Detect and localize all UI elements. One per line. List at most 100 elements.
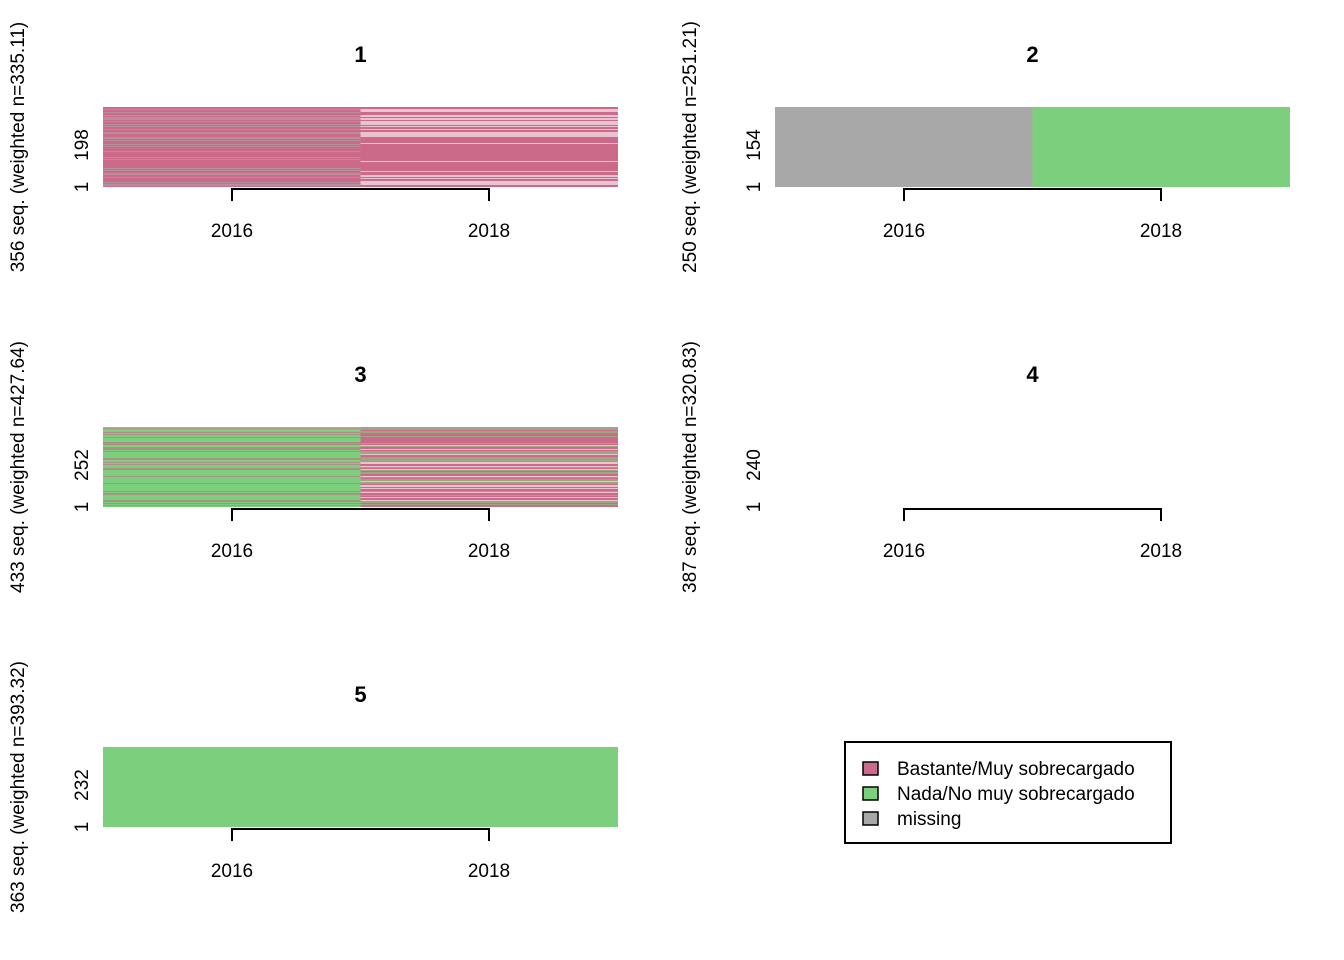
legend-key bbox=[862, 761, 879, 776]
panel-1-stripe bbox=[360, 123, 618, 124]
panel-3-stripe bbox=[360, 482, 618, 483]
panel-3-stripe bbox=[360, 458, 618, 459]
panel-3-cell-0 bbox=[103, 427, 361, 507]
panel-3-stripe bbox=[360, 491, 618, 492]
panel-3-stripe bbox=[360, 449, 618, 450]
panel-1-stripe bbox=[103, 151, 361, 152]
panel-3-stripe bbox=[360, 457, 618, 458]
panel-3-stripe bbox=[360, 480, 618, 481]
panel-1-stripe bbox=[360, 119, 618, 120]
panel-1-stripe bbox=[360, 118, 618, 119]
panel-3-stripe bbox=[360, 473, 618, 474]
panel-1-stripe bbox=[360, 132, 618, 133]
panel-1-stripe bbox=[103, 118, 361, 119]
panel-3-stripe bbox=[103, 428, 361, 429]
panel-3-stripe bbox=[360, 460, 618, 461]
panel-3-y-tick-label: 252 bbox=[72, 449, 93, 481]
panel-3-stripe bbox=[103, 505, 361, 506]
panel-3-stripe bbox=[103, 458, 361, 459]
panel-5-y-axis-label: 363 seq. (weighted n=393.32) bbox=[8, 661, 29, 913]
panel-1-stripe bbox=[360, 175, 618, 176]
panel-3-stripe bbox=[103, 501, 361, 502]
panel-1-stripe bbox=[103, 140, 361, 141]
panel-3-stripe bbox=[360, 427, 618, 428]
panel-1-stripe bbox=[103, 173, 361, 174]
panel-2-x-axis bbox=[903, 188, 1162, 201]
panel-2-cell-0 bbox=[775, 107, 1033, 187]
panel-3-x-axis bbox=[231, 508, 490, 521]
panel-1-stripe bbox=[103, 132, 361, 133]
panel-2-x-tick-label: 2016 bbox=[883, 221, 925, 242]
panel-1-stripe bbox=[103, 121, 361, 122]
panel-3-stripe bbox=[103, 434, 361, 435]
panel-1-stripe bbox=[360, 133, 618, 134]
panel-3-stripe bbox=[360, 472, 618, 473]
panel-3-stripe bbox=[103, 442, 361, 443]
panel-1-stripe bbox=[103, 174, 361, 175]
legend-label: Bastante/Muy sobrecargado bbox=[897, 759, 1135, 780]
panel-3-stripe bbox=[103, 449, 361, 450]
legend-label: Nada/No muy sobrecargado bbox=[897, 784, 1135, 805]
panel-1-stripe bbox=[360, 122, 618, 123]
panel-1-x-tick-label: 2018 bbox=[468, 221, 510, 242]
panel-3-stripe bbox=[360, 476, 618, 477]
panel-3-stripe bbox=[360, 483, 618, 484]
panel-1-stripe bbox=[103, 185, 361, 186]
panel-1-stripe bbox=[103, 138, 361, 139]
panel-2-x-tick-label: 2018 bbox=[1140, 221, 1182, 242]
panel-1-stripe bbox=[360, 121, 618, 122]
panel-1-stripe bbox=[360, 109, 618, 110]
panel-1-stripe bbox=[103, 168, 361, 169]
panel-1-stripe bbox=[360, 111, 618, 112]
panel-1-stripe bbox=[360, 171, 618, 172]
panel-3-stripe bbox=[103, 494, 361, 495]
panel-1-x-axis bbox=[231, 188, 490, 201]
panel-3-stripe bbox=[103, 476, 361, 477]
panel-3-stripe bbox=[360, 461, 618, 462]
panel-3-stripe bbox=[360, 495, 618, 496]
panel-3-stripe bbox=[103, 444, 361, 445]
panel-3-stripe bbox=[360, 485, 618, 486]
panel-1-y-tick-label: 1 bbox=[72, 182, 93, 193]
panel-1-stripe bbox=[103, 126, 361, 127]
panel-3-stripe bbox=[360, 502, 618, 503]
panel-1-y-axis-label: 356 seq. (weighted n=335.11) bbox=[8, 22, 29, 273]
panel-3-stripe bbox=[103, 500, 361, 501]
panel-3-stripe bbox=[103, 503, 361, 504]
panel-3-stripe bbox=[103, 432, 361, 433]
panel-1-stripe bbox=[360, 115, 618, 116]
panel-1-x-tick-label: 2016 bbox=[211, 221, 253, 242]
panel-1-stripe bbox=[360, 161, 618, 162]
panel-3-stripe bbox=[103, 483, 361, 484]
panel-4-y-tick-label: 240 bbox=[744, 449, 765, 481]
panel-1-stripe bbox=[103, 157, 361, 158]
panel-1-stripe bbox=[360, 136, 618, 137]
panel-5-cell-1 bbox=[360, 747, 618, 827]
panel-1-stripe bbox=[360, 126, 618, 127]
panel-3-stripe bbox=[360, 443, 618, 444]
panel-3-stripe bbox=[103, 443, 361, 444]
panel-1-stripe bbox=[103, 124, 361, 125]
panel-1-y-tick-label: 198 bbox=[72, 129, 93, 161]
panel-3-stripe bbox=[103, 464, 361, 465]
panel-3-stripe bbox=[360, 429, 618, 430]
panel-3-stripe bbox=[103, 437, 361, 438]
panel-3-title: 3 bbox=[354, 362, 366, 387]
panel-3-stripe bbox=[103, 462, 361, 463]
panel-3-stripe bbox=[103, 447, 361, 448]
panel-3-stripe bbox=[360, 432, 618, 433]
panel-3-stripe bbox=[360, 452, 618, 453]
panel-1-stripe bbox=[103, 133, 361, 134]
panel-5-y-tick-label: 232 bbox=[72, 769, 93, 801]
panel-3-x-tick-label: 2016 bbox=[211, 541, 253, 562]
panel-5-x-axis bbox=[231, 828, 490, 841]
panel-1-stripe bbox=[103, 112, 361, 113]
panel-4-y-axis-label: 387 seq. (weighted n=320.83) bbox=[680, 341, 701, 593]
panel-2-y-tick-label: 1 bbox=[744, 182, 765, 193]
panel-1-stripe bbox=[360, 135, 618, 136]
panel-2-title: 2 bbox=[1026, 42, 1038, 67]
panel-1-stripe bbox=[103, 182, 361, 183]
panel-3-stripe bbox=[360, 477, 618, 478]
panel-3-stripe bbox=[360, 453, 618, 454]
panel-3-stripe bbox=[360, 466, 618, 467]
